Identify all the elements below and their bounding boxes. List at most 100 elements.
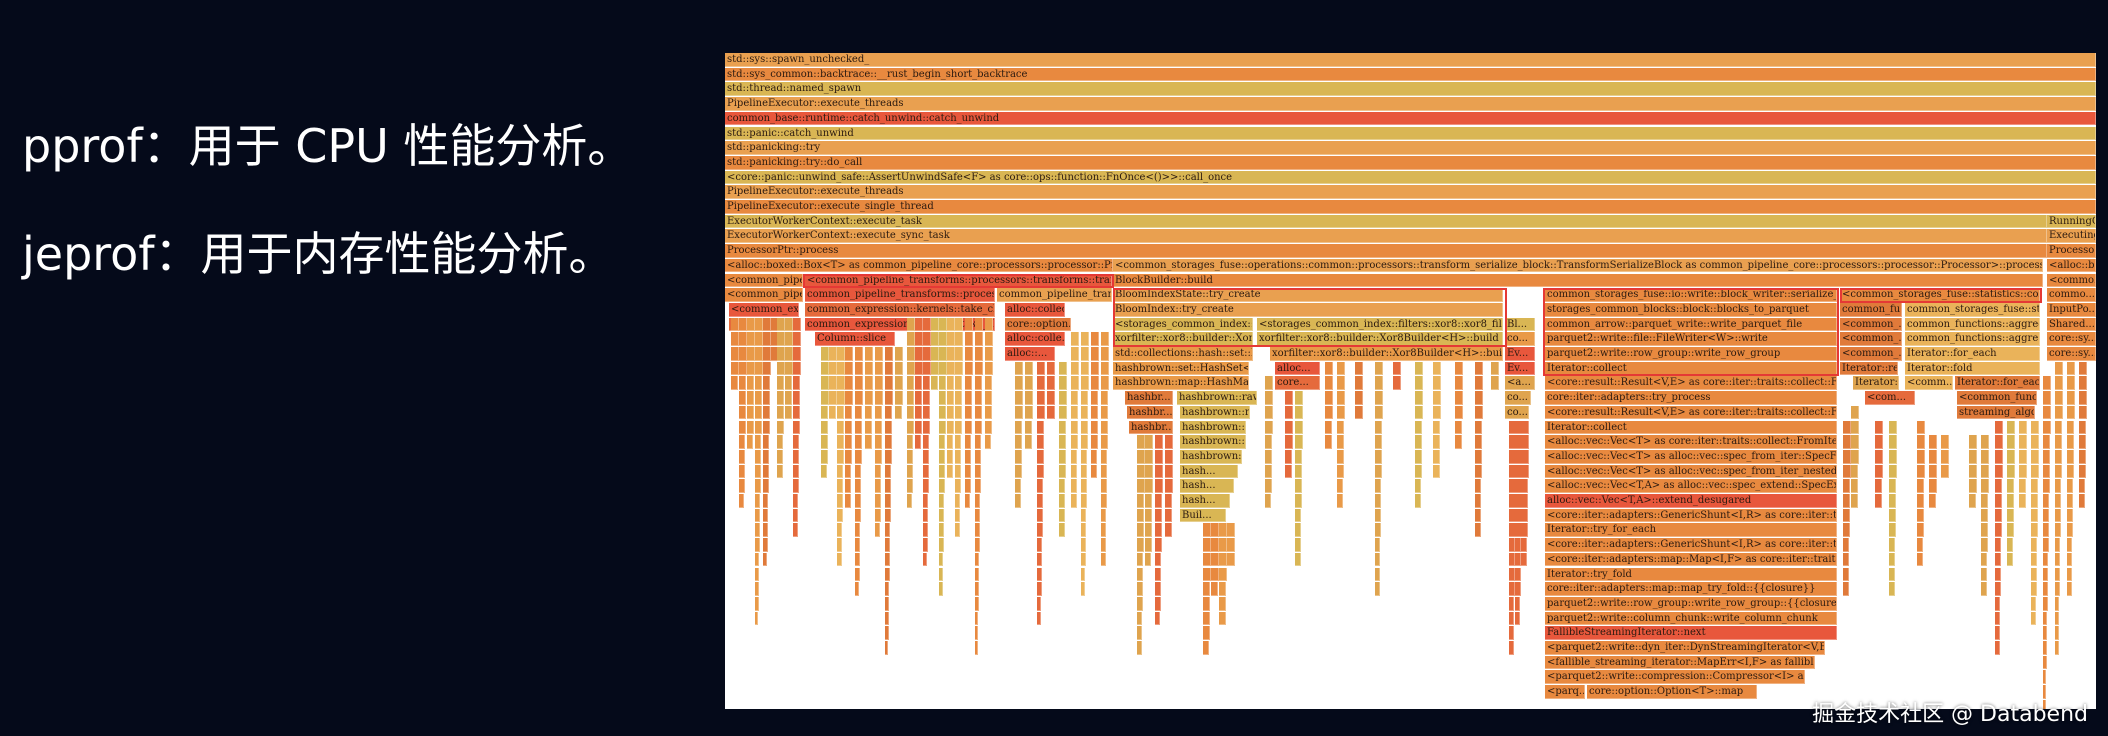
- flame-frame[interactable]: <common_...: [1840, 347, 1902, 361]
- flame-frame[interactable]: alloc::colle...: [1005, 332, 1065, 346]
- flame-frame[interactable]: parquet2::write::row_group::write_row_gr…: [1545, 596, 1837, 611]
- flame-frame[interactable]: Buil...: [1180, 508, 1226, 523]
- flame-frame[interactable]: <core::iter::adapters::GenericShunt<I,R>…: [1545, 508, 1837, 523]
- flame-frame[interactable]: <alloc::vec::Vec<T> as alloc::vec::spec_…: [1545, 449, 1837, 464]
- flame-frame[interactable]: <core::result::Result<V,E> as core::iter…: [1545, 405, 1837, 420]
- flame-frame-root[interactable]: PipelineExecutor::execute_threads: [725, 185, 2096, 199]
- flame-frame-right[interactable]: Processo...: [2047, 244, 2096, 258]
- flame-frame[interactable]: alloc::vec::Vec<T,A>::extend_desugared: [1545, 494, 1837, 508]
- flame-frame[interactable]: hash...: [1180, 494, 1230, 508]
- flame-frame[interactable]: common_pipeline_transforms::processors::…: [805, 288, 995, 302]
- flame-frame[interactable]: <a...: [1505, 376, 1535, 391]
- flame-frame[interactable]: hashbrown::raw:...: [1177, 391, 1257, 405]
- flame-frame[interactable]: parquet2::write::file::FileWriter<W>::wr…: [1545, 332, 1837, 346]
- flame-frame-root[interactable]: <core::panic::unwind_safe::AssertUnwindS…: [725, 170, 2096, 185]
- flame-frame[interactable]: parquet2::write::row_group::write_row_gr…: [1545, 347, 1837, 361]
- flame-frame[interactable]: FallibleStreamingIterator::next: [1545, 626, 1837, 640]
- flame-frame-root[interactable]: std::panicking::try: [725, 141, 2096, 155]
- flame-frame[interactable]: hashbrown::map::HashMap<K...: [1113, 376, 1249, 391]
- flame-frame[interactable]: <parquet2::write::compression::Compresso…: [1545, 670, 1805, 685]
- flame-frame[interactable]: xorfilter::xor8::builder::Xor8Builder<H>…: [1270, 347, 1503, 361]
- flame-frame[interactable]: co...: [1505, 405, 1529, 420]
- flame-frame[interactable]: common_functions::aggreg...: [1905, 317, 2040, 332]
- flame-frame[interactable]: hashbrown::r...: [1180, 405, 1250, 420]
- flame-frame[interactable]: Iterator::for_each: [1905, 347, 2040, 361]
- flame-frame[interactable]: <core::result::Result<V,E> as core::iter…: [1545, 376, 1837, 391]
- flame-frame[interactable]: <common_pipeline_transforms::processors:…: [805, 273, 1112, 288]
- flame-frame[interactable]: <common_pipe...: [725, 288, 803, 302]
- flame-frame[interactable]: common_storages_fuse::sta...: [1905, 302, 2040, 317]
- flame-frame[interactable]: <comm...: [1905, 376, 1953, 391]
- flame-frame[interactable]: <core::iter::adapters::GenericShunt<I,R>…: [1545, 538, 1837, 552]
- flame-frame[interactable]: xorfilter::xor8::builder::Xor8Bu...: [1113, 332, 1253, 346]
- flame-frame[interactable]: Iterator::...: [1853, 376, 1899, 391]
- flame-frame[interactable]: common_expression::kernels::take_chunks:…: [805, 302, 995, 317]
- flame-frame[interactable]: Iterator::collect: [1545, 361, 1837, 376]
- flame-frame[interactable]: std::collections::hash::set::Hash...: [1113, 347, 1253, 361]
- flame-frame-root[interactable]: std::sys_common::backtrace::__rust_begin…: [725, 67, 2096, 82]
- flame-frame-root[interactable]: ExecutorWorkerContext::execute_task: [725, 214, 2047, 229]
- flame-frame-right[interactable]: Shared...: [2047, 317, 2096, 332]
- flame-frame[interactable]: <alloc::vec::Vec<T,A> as alloc::vec::spe…: [1545, 479, 1837, 493]
- flame-frame[interactable]: BloomIndex::try_create: [1113, 302, 1503, 317]
- flame-frame[interactable]: Column::slice: [815, 332, 895, 346]
- flame-frame[interactable]: Ev...: [1505, 347, 1535, 361]
- flame-frame[interactable]: storages_common_blocks::block::blocks_to…: [1545, 302, 1837, 317]
- flame-frame[interactable]: <common_func...: [1957, 391, 2037, 405]
- flame-frame[interactable]: core::iter::adapters::try_process: [1545, 391, 1837, 405]
- flame-frame[interactable]: <alloc::boxed::Box<T> as common_pipeline…: [725, 258, 1113, 273]
- flame-frame[interactable]: <alloc::vec::Vec<T> as alloc::vec::spec_…: [1545, 464, 1837, 479]
- flame-frame[interactable]: common_arrow::parquet_write::write_parqu…: [1545, 317, 1837, 332]
- flame-frame[interactable]: <parquet2::write::dyn_iter::DynStreaming…: [1545, 641, 1825, 655]
- flame-frame[interactable]: alloc::...: [1005, 347, 1055, 361]
- flame-frame-right[interactable]: <alloc::b...: [2047, 258, 2096, 273]
- flame-frame[interactable]: <common_storages_fuse::statistics::colum…: [1840, 288, 2040, 302]
- flame-frame[interactable]: hash...: [1180, 464, 1238, 479]
- flame-frame[interactable]: Iterator::fold: [1905, 361, 2040, 376]
- flame-frame[interactable]: <common_exp...: [729, 302, 799, 317]
- flame-frame[interactable]: core...: [1275, 376, 1320, 391]
- flame-frame[interactable]: Bl...: [1505, 317, 1535, 332]
- flame-frame-root[interactable]: std::panic::catch_unwind: [725, 126, 2096, 141]
- flame-frame-right[interactable]: commo...: [2047, 288, 2096, 302]
- flame-frame-root[interactable]: PipelineExecutor::execute_threads: [725, 97, 2096, 111]
- flame-frame-root[interactable]: std::thread::named_spawn: [725, 82, 2096, 97]
- flame-frame-root[interactable]: ExecutorWorkerContext::execute_sync_task: [725, 229, 2047, 244]
- flame-frame[interactable]: hashbr...: [1127, 405, 1173, 420]
- flame-frame[interactable]: <com...: [1865, 391, 1915, 405]
- flame-frame-root[interactable]: ProcessorPtr::process: [725, 244, 2047, 258]
- flame-frame[interactable]: <parq...: [1545, 685, 1585, 699]
- flame-frame[interactable]: core::option::Option<T>::map: [1587, 685, 1757, 699]
- flame-frame[interactable]: co...: [1505, 332, 1535, 346]
- flame-frame-root[interactable]: common_base::runtime::catch_unwind::catc…: [725, 111, 2096, 126]
- flame-frame[interactable]: <core::iter::adapters::map::Map<I,F> as …: [1545, 552, 1837, 567]
- flame-frame[interactable]: hashbrown::r...: [1180, 435, 1246, 449]
- flame-frame-right[interactable]: InputPo...: [2047, 302, 2096, 317]
- flame-frame[interactable]: core::option...: [1005, 317, 1071, 332]
- flame-frame[interactable]: alloc...: [1275, 361, 1320, 376]
- flame-frame[interactable]: hashbrown::set::HashSet<T,S,A...: [1113, 361, 1249, 376]
- flame-frame-right[interactable]: core::sy...: [2047, 347, 2096, 361]
- flame-frame[interactable]: <fallible_streaming_iterator::MapErr<I,F…: [1545, 655, 1815, 670]
- flame-frame[interactable]: common_pipeline_transfo...: [997, 288, 1112, 302]
- flame-frame[interactable]: core::iter::adapters::map::map_try_fold:…: [1545, 582, 1837, 596]
- flame-frame[interactable]: <storages_common_index::filte...: [1113, 317, 1253, 332]
- flame-frame[interactable]: alloc::collec...: [1005, 302, 1065, 317]
- flame-frame-right[interactable]: core::sy...: [2047, 332, 2096, 346]
- flame-frame[interactable]: <common_pipe...: [725, 273, 803, 288]
- flame-frame[interactable]: hashbrown::r...: [1180, 420, 1246, 435]
- flame-frame[interactable]: parquet2::write::column_chunk::write_col…: [1545, 611, 1837, 626]
- flame-frame[interactable]: <common_...: [1840, 332, 1902, 346]
- flame-frame[interactable]: hashbr...: [1129, 420, 1173, 435]
- flame-frame[interactable]: <common_...: [1840, 317, 1902, 332]
- flame-frame[interactable]: Iterator::red...: [1840, 361, 1898, 376]
- flame-frame[interactable]: Ev...: [1505, 361, 1535, 376]
- flame-frame[interactable]: hash...: [1180, 479, 1234, 493]
- flame-frame-right[interactable]: RunningGr...: [2047, 214, 2096, 229]
- flame-frame[interactable]: xorfilter::xor8::builder::Xor8Builder<H>…: [1257, 332, 1503, 346]
- flame-frame[interactable]: Iterator::try_fold: [1545, 567, 1837, 582]
- flame-frame-root[interactable]: PipelineExecutor::execute_single_thread: [725, 200, 2096, 214]
- flame-frame[interactable]: <storages_common_index::filters::xor8::x…: [1257, 317, 1503, 332]
- flame-frame[interactable]: hashbr...: [1125, 391, 1173, 405]
- flame-frame-root[interactable]: std::panicking::try::do_call: [725, 155, 2096, 170]
